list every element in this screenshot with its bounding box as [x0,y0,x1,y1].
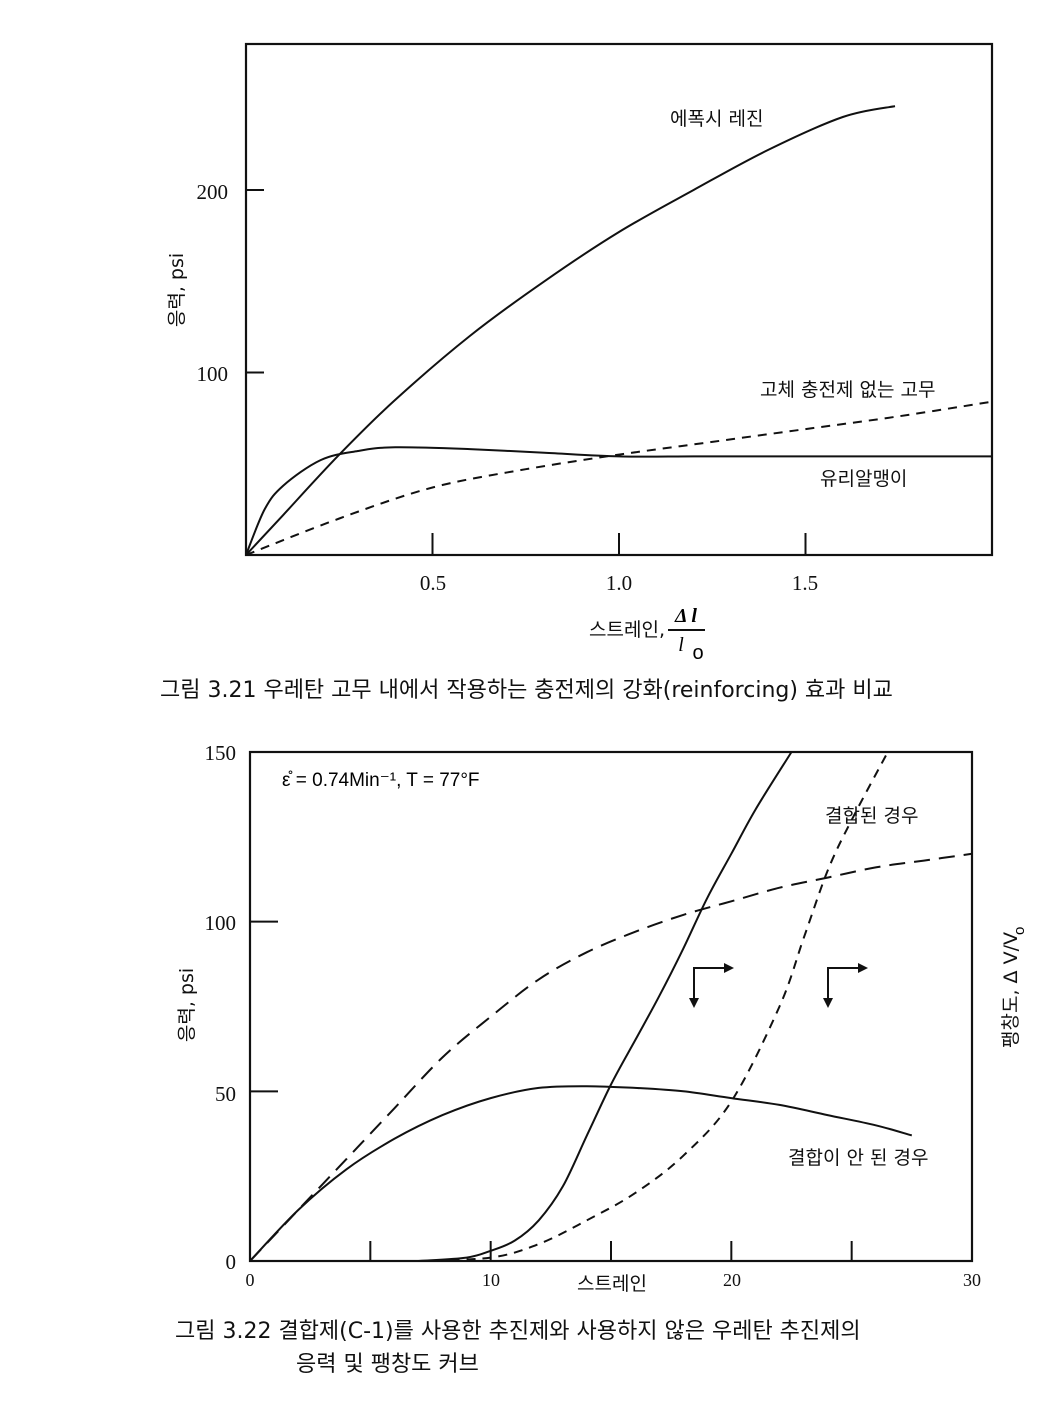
chart2-label-unbonded: 결합이 안 된 경우 [788,1147,928,1169]
chart2-xtick-label-30: 30 [963,1270,981,1290]
chart2-axis-arrow-solid [689,963,734,1008]
chart1-ytick-label-100: 100 [197,362,229,386]
chart2-y2-axis-subscript: o [1011,927,1028,935]
chart2-caption-line1: 그림 3.22 결합제(C-1)를 사용한 추진제와 사용하지 않은 우레탄 추… [175,1319,861,1344]
chart1-x-axis-fraction-numerator: Δ l [674,605,697,627]
chart1-ytick-label-200: 200 [197,180,229,204]
chart2-ytick-label-50: 50 [215,1082,236,1106]
chart2-caption-line2: 응력 및 팽창도 커브 [296,1352,479,1377]
chart2-ytick-label-150: 150 [205,741,237,765]
chart2-ticks [250,920,853,1261]
chart2-line-unbonded-dilatation [418,751,793,1262]
chart1-y-axis-label: 응력, psi [166,253,188,327]
chart1-x-axis-label: 스트레인, [589,619,665,641]
chart1-line-glass [245,446,992,556]
chart1-xtick-label-0.5: 0.5 [420,571,446,595]
chart2-xtick-label-10: 10 [482,1270,500,1290]
chart1-ticks [246,189,807,555]
chart2-ytick-label-0: 0 [226,1250,237,1274]
chart1-x-axis-fraction-denominator: l [678,634,684,656]
chart-3-22: 150 100 50 0 0 10 20 30 스트레인 응력, psi 팽창도… [175,741,1028,1377]
chart-3-21: 200 100 0.5 1.0 1.5 응력, psi 스트레인, Δ l l … [160,42,994,703]
chart2-line-bonded-dilatation [418,751,889,1262]
chart2-plot-frame [248,750,974,1263]
chart2-xtick-label-0: 0 [246,1270,255,1290]
chart1-line-unfilled [245,400,993,556]
chart1-x-axis-fraction-subscript: o [692,642,703,664]
chart2-xtick-label-20: 20 [723,1270,741,1290]
chart2-x-axis-label: 스트레인 [577,1273,647,1295]
chart2-y-axis-label: 응력, psi [176,968,198,1042]
chart1-series-label-epoxy: 에폭시 레진 [670,108,763,130]
chart2-ytick-label-100: 100 [205,911,237,935]
chart1-series-label-glass: 유리알맹이 [820,468,907,490]
chart1-series [245,105,993,556]
chart1-line-epoxy [245,105,896,556]
chart1-caption: 그림 3.21 우레탄 고무 내에서 작용하는 충전제의 강화(reinforc… [160,678,893,703]
chart2-series [249,751,973,1262]
chart2-line-unbonded-stress [249,1085,913,1262]
chart1-xtick-label-1.5: 1.5 [792,571,818,595]
chart1-series-label-unfilled: 고체 충전제 없는 고무 [760,379,935,401]
chart1-xtick-label-1.0: 1.0 [606,571,632,595]
chart2-line-bonded-stress [249,852,973,1262]
chart2-label-bonded: 결합된 경우 [825,805,918,827]
chart2-condition-annotation: ε̊ = 0.74Min⁻¹, T = 77°F [282,770,480,791]
chart2-y2-axis-label: 팽창도, Δ V/V [1000,932,1022,1048]
chart2-axis-arrow-dashed [823,963,868,1008]
